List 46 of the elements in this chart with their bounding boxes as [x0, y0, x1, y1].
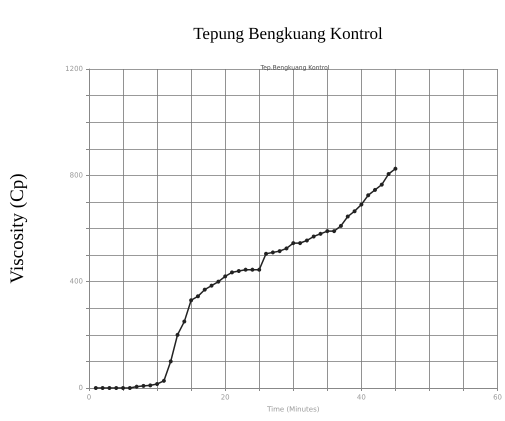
point — [182, 320, 186, 324]
point — [346, 214, 350, 219]
point — [318, 232, 323, 236]
point — [210, 284, 214, 288]
point — [134, 384, 139, 389]
point — [189, 298, 194, 302]
point — [162, 378, 166, 383]
point — [270, 250, 275, 254]
point — [176, 332, 180, 337]
point — [352, 209, 357, 214]
y-axis-title: Viscosity (Cp) — [7, 173, 28, 284]
point — [168, 359, 173, 364]
point — [107, 386, 112, 390]
point — [216, 280, 220, 284]
point — [284, 246, 288, 250]
point — [230, 270, 234, 274]
point — [386, 172, 391, 176]
point — [332, 229, 336, 234]
point — [94, 386, 98, 390]
point — [223, 274, 228, 278]
point — [100, 386, 105, 390]
point — [264, 252, 268, 256]
chart-title: Tepung Bengkuang Kontrol — [193, 24, 384, 43]
point — [359, 202, 364, 207]
point — [148, 383, 152, 388]
point — [304, 238, 309, 242]
point — [325, 229, 330, 234]
point — [278, 249, 282, 254]
point — [338, 224, 343, 228]
point — [236, 269, 241, 274]
point — [244, 268, 248, 272]
point — [380, 182, 384, 187]
point — [298, 241, 302, 246]
point — [312, 234, 316, 238]
point — [393, 166, 398, 171]
point — [114, 386, 118, 390]
point — [128, 386, 132, 390]
point — [366, 193, 370, 198]
point — [202, 288, 207, 292]
point — [155, 382, 160, 386]
point — [141, 384, 146, 388]
point — [257, 268, 262, 272]
point — [291, 241, 296, 246]
point — [372, 188, 377, 192]
point — [250, 268, 254, 272]
point — [196, 294, 200, 298]
